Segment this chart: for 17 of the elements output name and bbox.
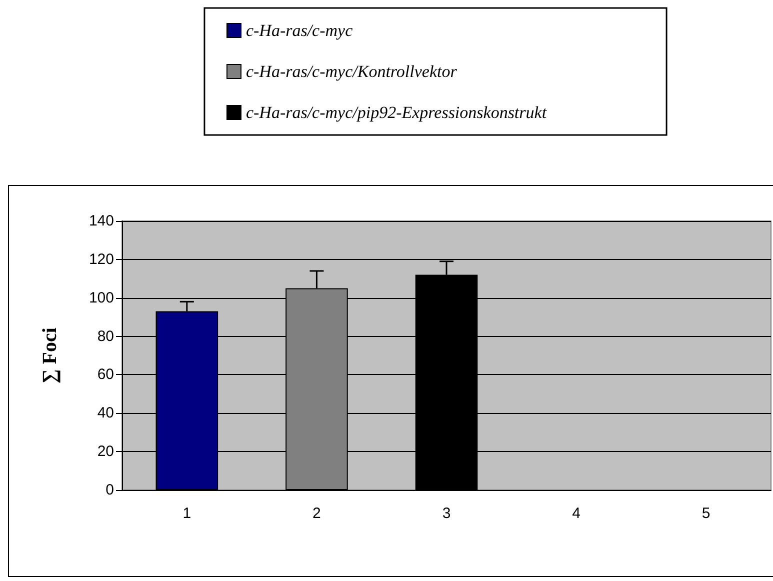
legend-label: c-Ha-ras/c-myc xyxy=(246,21,354,40)
y-tick-label: 0 xyxy=(106,482,114,498)
y-tick-label: 140 xyxy=(88,212,114,230)
y-tick-label: 60 xyxy=(97,366,114,384)
x-tick-label: 3 xyxy=(442,505,451,522)
x-tick-label: 4 xyxy=(572,505,580,522)
x-tick-label: 2 xyxy=(312,505,321,522)
y-axis-title: ∑ Foci xyxy=(39,327,61,384)
x-tick-label: 5 xyxy=(702,505,710,522)
y-tick-label: 80 xyxy=(97,328,114,345)
legend-label: c-Ha-ras/c-myc/Kontrollvektor xyxy=(246,62,458,81)
legend-label: c-Ha-ras/c-myc/pip92-Expressionskonstrukt xyxy=(246,103,548,122)
x-tick-label: 1 xyxy=(182,505,192,522)
y-tick-label: 100 xyxy=(88,289,114,306)
y-tick-label: 20 xyxy=(97,443,114,460)
y-tick-label: 40 xyxy=(97,404,114,422)
y-tick-label: 120 xyxy=(88,250,114,268)
